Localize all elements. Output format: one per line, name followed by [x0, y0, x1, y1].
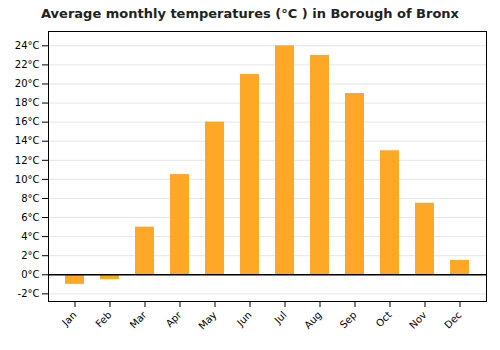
- svg-text:4°C: 4°C: [21, 231, 39, 242]
- svg-text:18°C: 18°C: [15, 97, 40, 108]
- svg-text:Aug: Aug: [302, 309, 324, 331]
- svg-text:Sep: Sep: [338, 309, 359, 330]
- svg-text:Nov: Nov: [407, 309, 429, 331]
- svg-text:2°C: 2°C: [21, 250, 39, 261]
- svg-text:14°C: 14°C: [15, 135, 40, 146]
- svg-text:Jan: Jan: [59, 309, 78, 328]
- svg-text:Mar: Mar: [128, 309, 150, 331]
- svg-text:20°C: 20°C: [15, 78, 40, 89]
- svg-text:Oct: Oct: [374, 309, 394, 329]
- svg-text:Apr: Apr: [164, 309, 185, 330]
- svg-text:12°C: 12°C: [15, 154, 40, 165]
- svg-text:16°C: 16°C: [15, 116, 40, 127]
- svg-text:-2°C: -2°C: [18, 288, 40, 299]
- svg-text:24°C: 24°C: [15, 40, 40, 51]
- html-text:Average monthly temperatures (: Average monthly temperatures (°C ) in Bo…: [41, 6, 459, 21]
- svg-text:10°C: 10°C: [15, 174, 40, 185]
- svg-text:Feb: Feb: [93, 309, 113, 329]
- svg-text:22°C: 22°C: [15, 59, 40, 70]
- svg-text:0°C: 0°C: [21, 269, 39, 280]
- svg-text:Jun: Jun: [234, 309, 254, 329]
- svg-text:Dec: Dec: [442, 309, 463, 330]
- svg-text:6°C: 6°C: [21, 212, 39, 223]
- svg-text:May: May: [196, 309, 218, 331]
- svg-text:8°C: 8°C: [21, 193, 39, 204]
- svg-text:Jul: Jul: [272, 309, 289, 326]
